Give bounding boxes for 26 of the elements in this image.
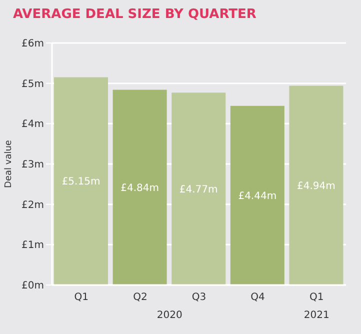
y-tick-label: £4m <box>22 119 44 130</box>
bar <box>112 90 167 285</box>
bar <box>172 92 226 285</box>
y-tick-label: £2m <box>22 200 44 211</box>
x-tick-label: Q4 <box>250 292 265 304</box>
y-tick-label: £5m <box>22 78 44 90</box>
x-tick-label: Q1 <box>74 292 89 304</box>
text: 2020 <box>156 310 184 321</box>
chart-title: AVERAGE DEAL SIZE BY QUARTER <box>13 7 256 22</box>
bar <box>54 77 108 285</box>
y-axis-title: Deal value <box>4 140 14 188</box>
data-label: £4.44m <box>238 191 277 202</box>
x-tick-label: Q3 <box>192 292 206 304</box>
y-tick-label: £6m <box>22 38 44 50</box>
x-tick-label: Q1 <box>309 292 324 304</box>
y-tick-label: £0m <box>22 280 44 292</box>
data-label: £4.77m <box>179 184 218 196</box>
text: 2021 <box>302 310 330 321</box>
y-tick-label: £1m <box>22 240 44 252</box>
data-label: £5.15m <box>62 176 100 188</box>
bar <box>289 86 344 285</box>
data-label: £4.94m <box>297 180 336 192</box>
y-tick-label: £3m <box>22 160 44 171</box>
data-label: £4.84m <box>120 182 159 194</box>
bar <box>230 106 284 285</box>
x-tick-label: Q2 <box>133 292 148 304</box>
